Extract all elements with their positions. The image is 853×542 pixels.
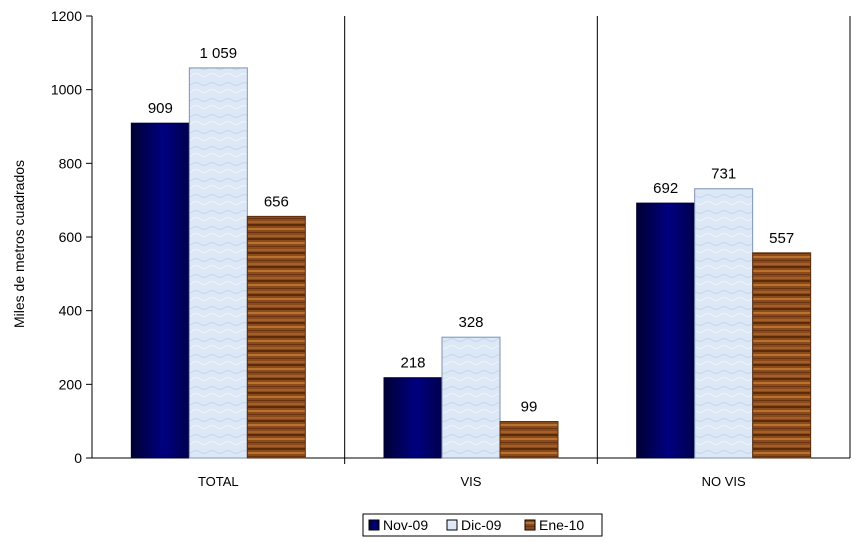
bar-value-label: 909 <box>148 100 173 117</box>
bar-value-label: 557 <box>769 230 794 247</box>
bar <box>188 67 248 459</box>
bar <box>694 188 754 459</box>
x-category-label: VIS <box>461 474 482 489</box>
legend-swatch <box>368 519 380 531</box>
bar-value-label: 328 <box>458 314 483 331</box>
bar <box>636 202 696 459</box>
legend-label: Dic-09 <box>461 517 502 533</box>
legend-swatch <box>446 519 458 531</box>
y-tick-label: 1000 <box>51 82 82 98</box>
y-tick-label: 600 <box>59 229 83 245</box>
bar <box>441 336 501 459</box>
legend-frame <box>362 513 603 537</box>
bar <box>130 122 190 459</box>
bar-value-label: 1 059 <box>200 45 238 62</box>
bar-value-label: 731 <box>711 166 736 183</box>
legend-label: Nov-09 <box>383 517 428 533</box>
y-axis-title: Miles de metros cuadrados <box>11 160 27 328</box>
bar <box>246 215 306 459</box>
x-category-label: TOTAL <box>198 474 239 489</box>
legend: Nov-09 Dic-09 Ene-10 <box>362 513 603 537</box>
bar-value-label: 99 <box>521 399 538 416</box>
y-tick-label: 200 <box>59 376 83 392</box>
y-tick-label: 800 <box>59 155 83 171</box>
bar <box>752 252 812 459</box>
x-category-label: NO VIS <box>702 474 746 489</box>
y-tick-label: 1200 <box>51 8 82 24</box>
y-tick-label: 0 <box>74 450 82 466</box>
y-tick-label: 400 <box>59 303 83 319</box>
bar-value-label: 656 <box>264 193 289 210</box>
bar-value-label: 692 <box>653 180 678 197</box>
legend-swatch <box>524 519 536 531</box>
bar-value-label: 218 <box>400 355 425 372</box>
bar <box>499 421 559 459</box>
bar <box>383 377 443 459</box>
legend-label: Ene-10 <box>539 517 584 533</box>
